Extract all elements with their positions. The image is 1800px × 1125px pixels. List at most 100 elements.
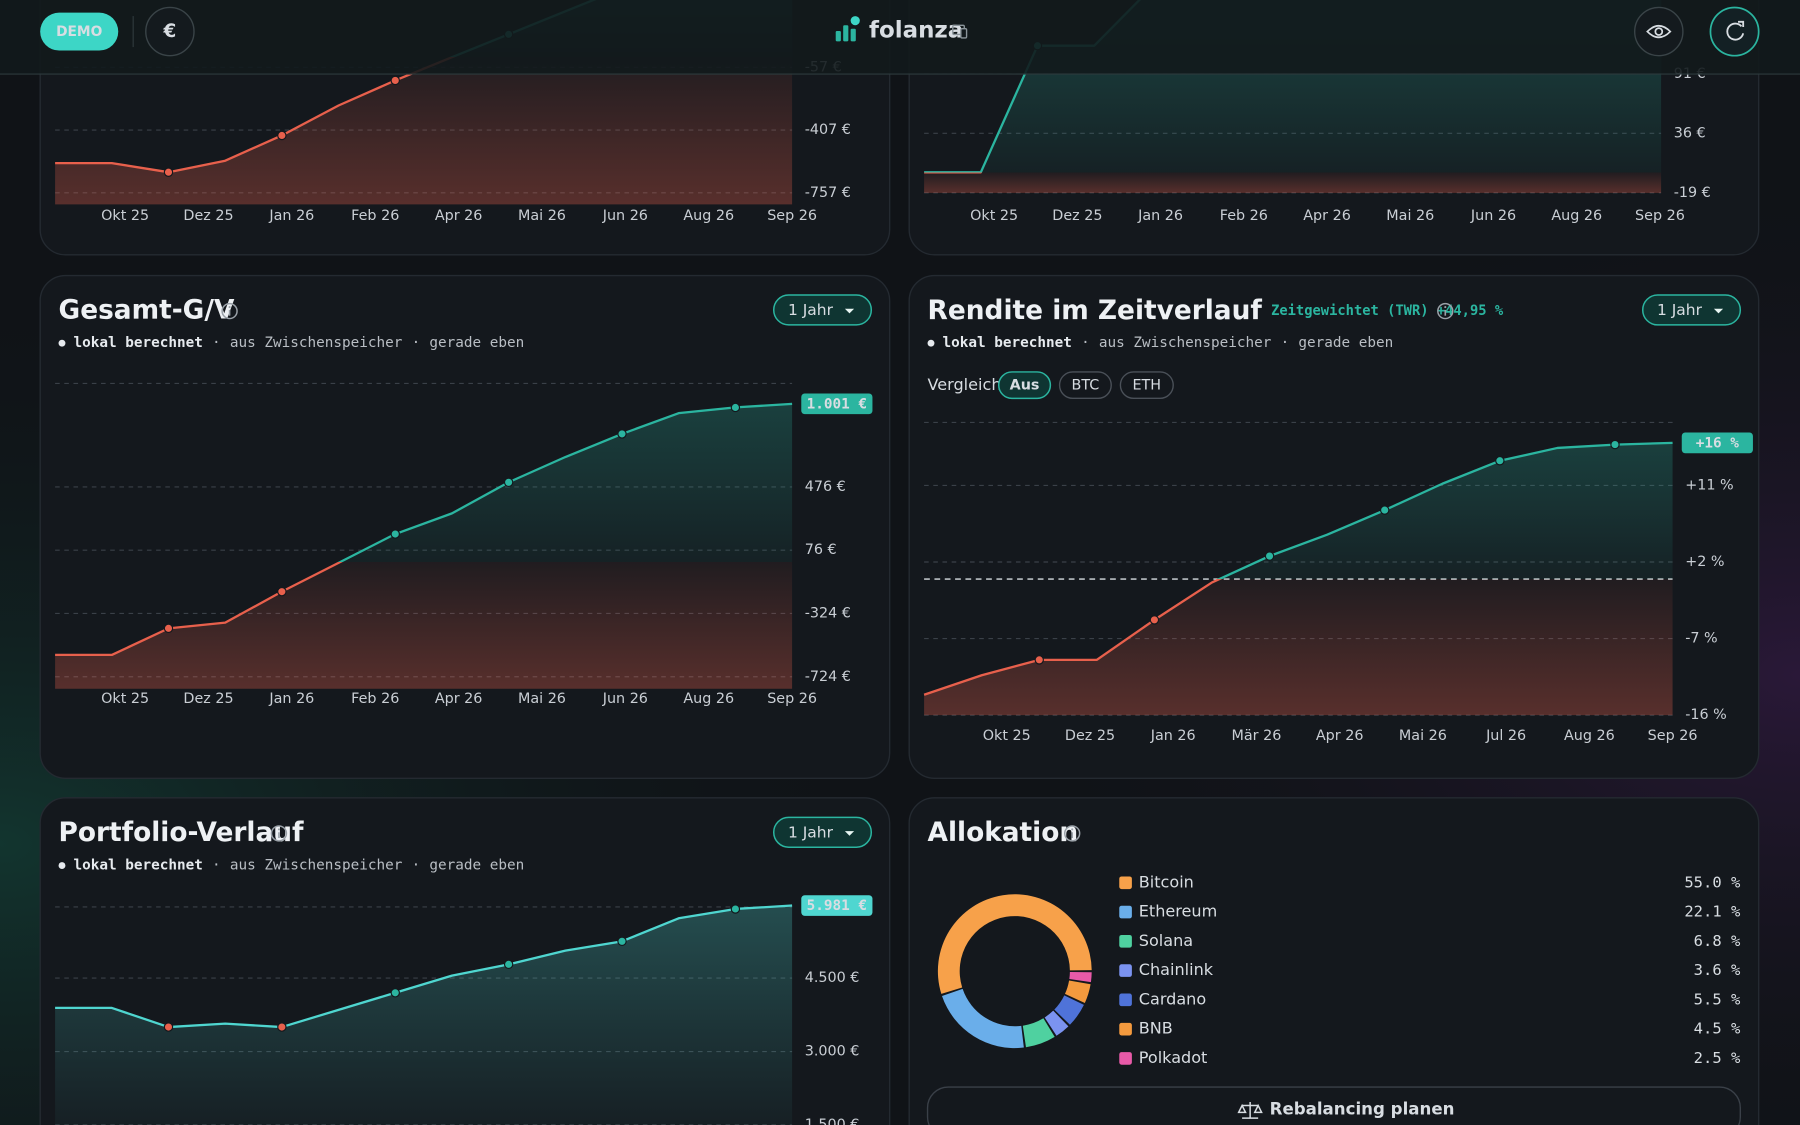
x-tick-label: Jan 26 — [268, 208, 314, 224]
legend-swatch — [1119, 1052, 1132, 1065]
compare-chip[interactable]: Aus — [997, 371, 1052, 400]
demo-badge[interactable]: DEMO — [40, 12, 119, 51]
refresh-button[interactable] — [1709, 6, 1760, 57]
status-dot — [927, 339, 935, 347]
compare-option[interactable]: BTC — [1072, 378, 1100, 394]
point — [1379, 505, 1390, 515]
point — [163, 623, 174, 634]
status-separator: · — [212, 858, 221, 874]
panel-title: Portfolio-Verlauf — [59, 817, 305, 848]
x-tick-label: Mai 26 — [1399, 728, 1447, 744]
range-button[interactable]: 1 Jahr — [1641, 294, 1742, 326]
range-label[interactable]: 1 Jahr — [788, 301, 834, 319]
range-button[interactable]: 1 Jahr — [772, 816, 873, 848]
x-tick-label: Feb 26 — [1220, 208, 1268, 224]
info-icon[interactable] — [221, 302, 238, 320]
legend-value: 4.5 % — [1694, 1020, 1741, 1038]
y-tick-label: -7 % — [1685, 631, 1717, 647]
point — [390, 529, 400, 539]
compare-chip[interactable]: ETH — [1119, 371, 1174, 400]
y-tick-label: 476 € — [805, 479, 846, 495]
legend-value: 55.0 % — [1684, 873, 1741, 891]
legend-swatch — [1119, 964, 1132, 977]
legend-value: 22.1 % — [1684, 903, 1741, 921]
legend-label: Solana — [1139, 931, 1193, 950]
compare-chip[interactable]: BTC — [1058, 371, 1112, 400]
range-label[interactable]: 1 Jahr — [788, 823, 834, 841]
line — [923, 441, 1673, 696]
status-line: lokal berechnet · aus Zwischenspeicher · ger… — [73, 335, 524, 351]
info-icon[interactable] — [1437, 302, 1454, 320]
value-badge-label: 1.001 € — [807, 396, 867, 412]
panel-subtitle: Zeitgewichtet (TWR) +44,95 % — [1271, 303, 1504, 319]
x-tick-label: Apr 26 — [1303, 208, 1351, 224]
legend-swatch — [1119, 935, 1132, 948]
x-tick-label: Feb 26 — [351, 691, 399, 707]
x-tick-label: Sep 26 — [1648, 728, 1698, 744]
button-label[interactable]: Rebalancing planen — [1270, 1100, 1455, 1119]
compare-label: Vergleich — [928, 375, 1002, 394]
info-icon[interactable] — [270, 825, 288, 842]
compare-option[interactable]: Aus — [1010, 378, 1040, 394]
legend-label: Cardano — [1139, 989, 1206, 1008]
info-icon[interactable] — [1063, 825, 1081, 842]
x-tick-label: Mai 26 — [1386, 208, 1434, 224]
area — [924, 442, 1673, 716]
y-tick-label: -724 € — [805, 669, 851, 685]
panel-title: Allokation — [928, 817, 1079, 848]
value-badge-label: 5.981 € — [807, 898, 867, 914]
x-tick-label: Jan 26 — [1137, 208, 1183, 224]
brand-logo — [835, 16, 860, 42]
x-tick-label: Okt 25 — [101, 208, 149, 224]
range-label[interactable]: 1 Jahr — [1657, 301, 1703, 319]
point — [1034, 655, 1044, 665]
point — [163, 167, 174, 177]
x-tick-label: Okt 25 — [101, 691, 149, 707]
point — [390, 75, 400, 86]
compare-option[interactable]: ETH — [1133, 378, 1162, 394]
x-tick-label: Jun 26 — [1470, 208, 1516, 224]
value-badge — [1681, 432, 1753, 454]
status-separator: · — [1281, 335, 1290, 351]
y-tick-label: +2 % — [1685, 554, 1724, 570]
y-tick-label: 1.500 € — [805, 1117, 860, 1125]
y-tick-label: +11 % — [1685, 477, 1733, 493]
badge-label[interactable]: DEMO — [56, 24, 103, 40]
legend-label: Bitcoin — [1139, 872, 1194, 891]
legend-label: Ethereum — [1139, 902, 1217, 921]
device-icon — [952, 24, 968, 39]
point — [277, 1022, 287, 1032]
x-tick-label: Okt 25 — [970, 208, 1018, 224]
status-item: lokal berechnet — [73, 858, 202, 874]
value-badge-label: +16 % — [1696, 435, 1740, 451]
range-button[interactable]: 1 Jahr — [772, 294, 873, 326]
legend-value: 6.8 % — [1694, 932, 1741, 950]
value-badge — [801, 393, 873, 415]
y-tick-label: -757 € — [805, 185, 851, 201]
currency-label[interactable]: € — [163, 21, 177, 42]
status-separator: · — [412, 858, 421, 874]
x-tick-label: Jul 26 — [1485, 728, 1526, 744]
currency-button[interactable]: € — [145, 6, 195, 57]
visibility-button[interactable] — [1634, 6, 1684, 57]
x-tick-label: Jun 26 — [602, 208, 648, 224]
point — [503, 959, 514, 970]
x-tick-label: Sep 26 — [767, 691, 817, 707]
donut-segment — [1022, 1018, 1055, 1048]
point — [277, 130, 287, 141]
value-badge — [801, 895, 873, 916]
y-tick-label: 3.000 € — [805, 1044, 860, 1060]
rebalance-button[interactable]: Rebalancing planen — [926, 1086, 1741, 1125]
status-item: lokal berechnet — [942, 335, 1071, 351]
legend-label: Polkadot — [1139, 1048, 1208, 1067]
status-item: lokal berechnet — [73, 335, 202, 351]
y-tick-label: -19 € — [1674, 185, 1711, 201]
x-tick-label: Dez 25 — [1052, 208, 1102, 224]
legend-label: BNB — [1139, 1019, 1173, 1038]
status-separator: · — [212, 335, 221, 351]
x-tick-label: Sep 26 — [767, 208, 817, 224]
x-tick-label: Dez 25 — [183, 208, 233, 224]
y-tick-label: 4.500 € — [805, 970, 860, 986]
panel-title: Gesamt-G/V — [59, 295, 235, 326]
